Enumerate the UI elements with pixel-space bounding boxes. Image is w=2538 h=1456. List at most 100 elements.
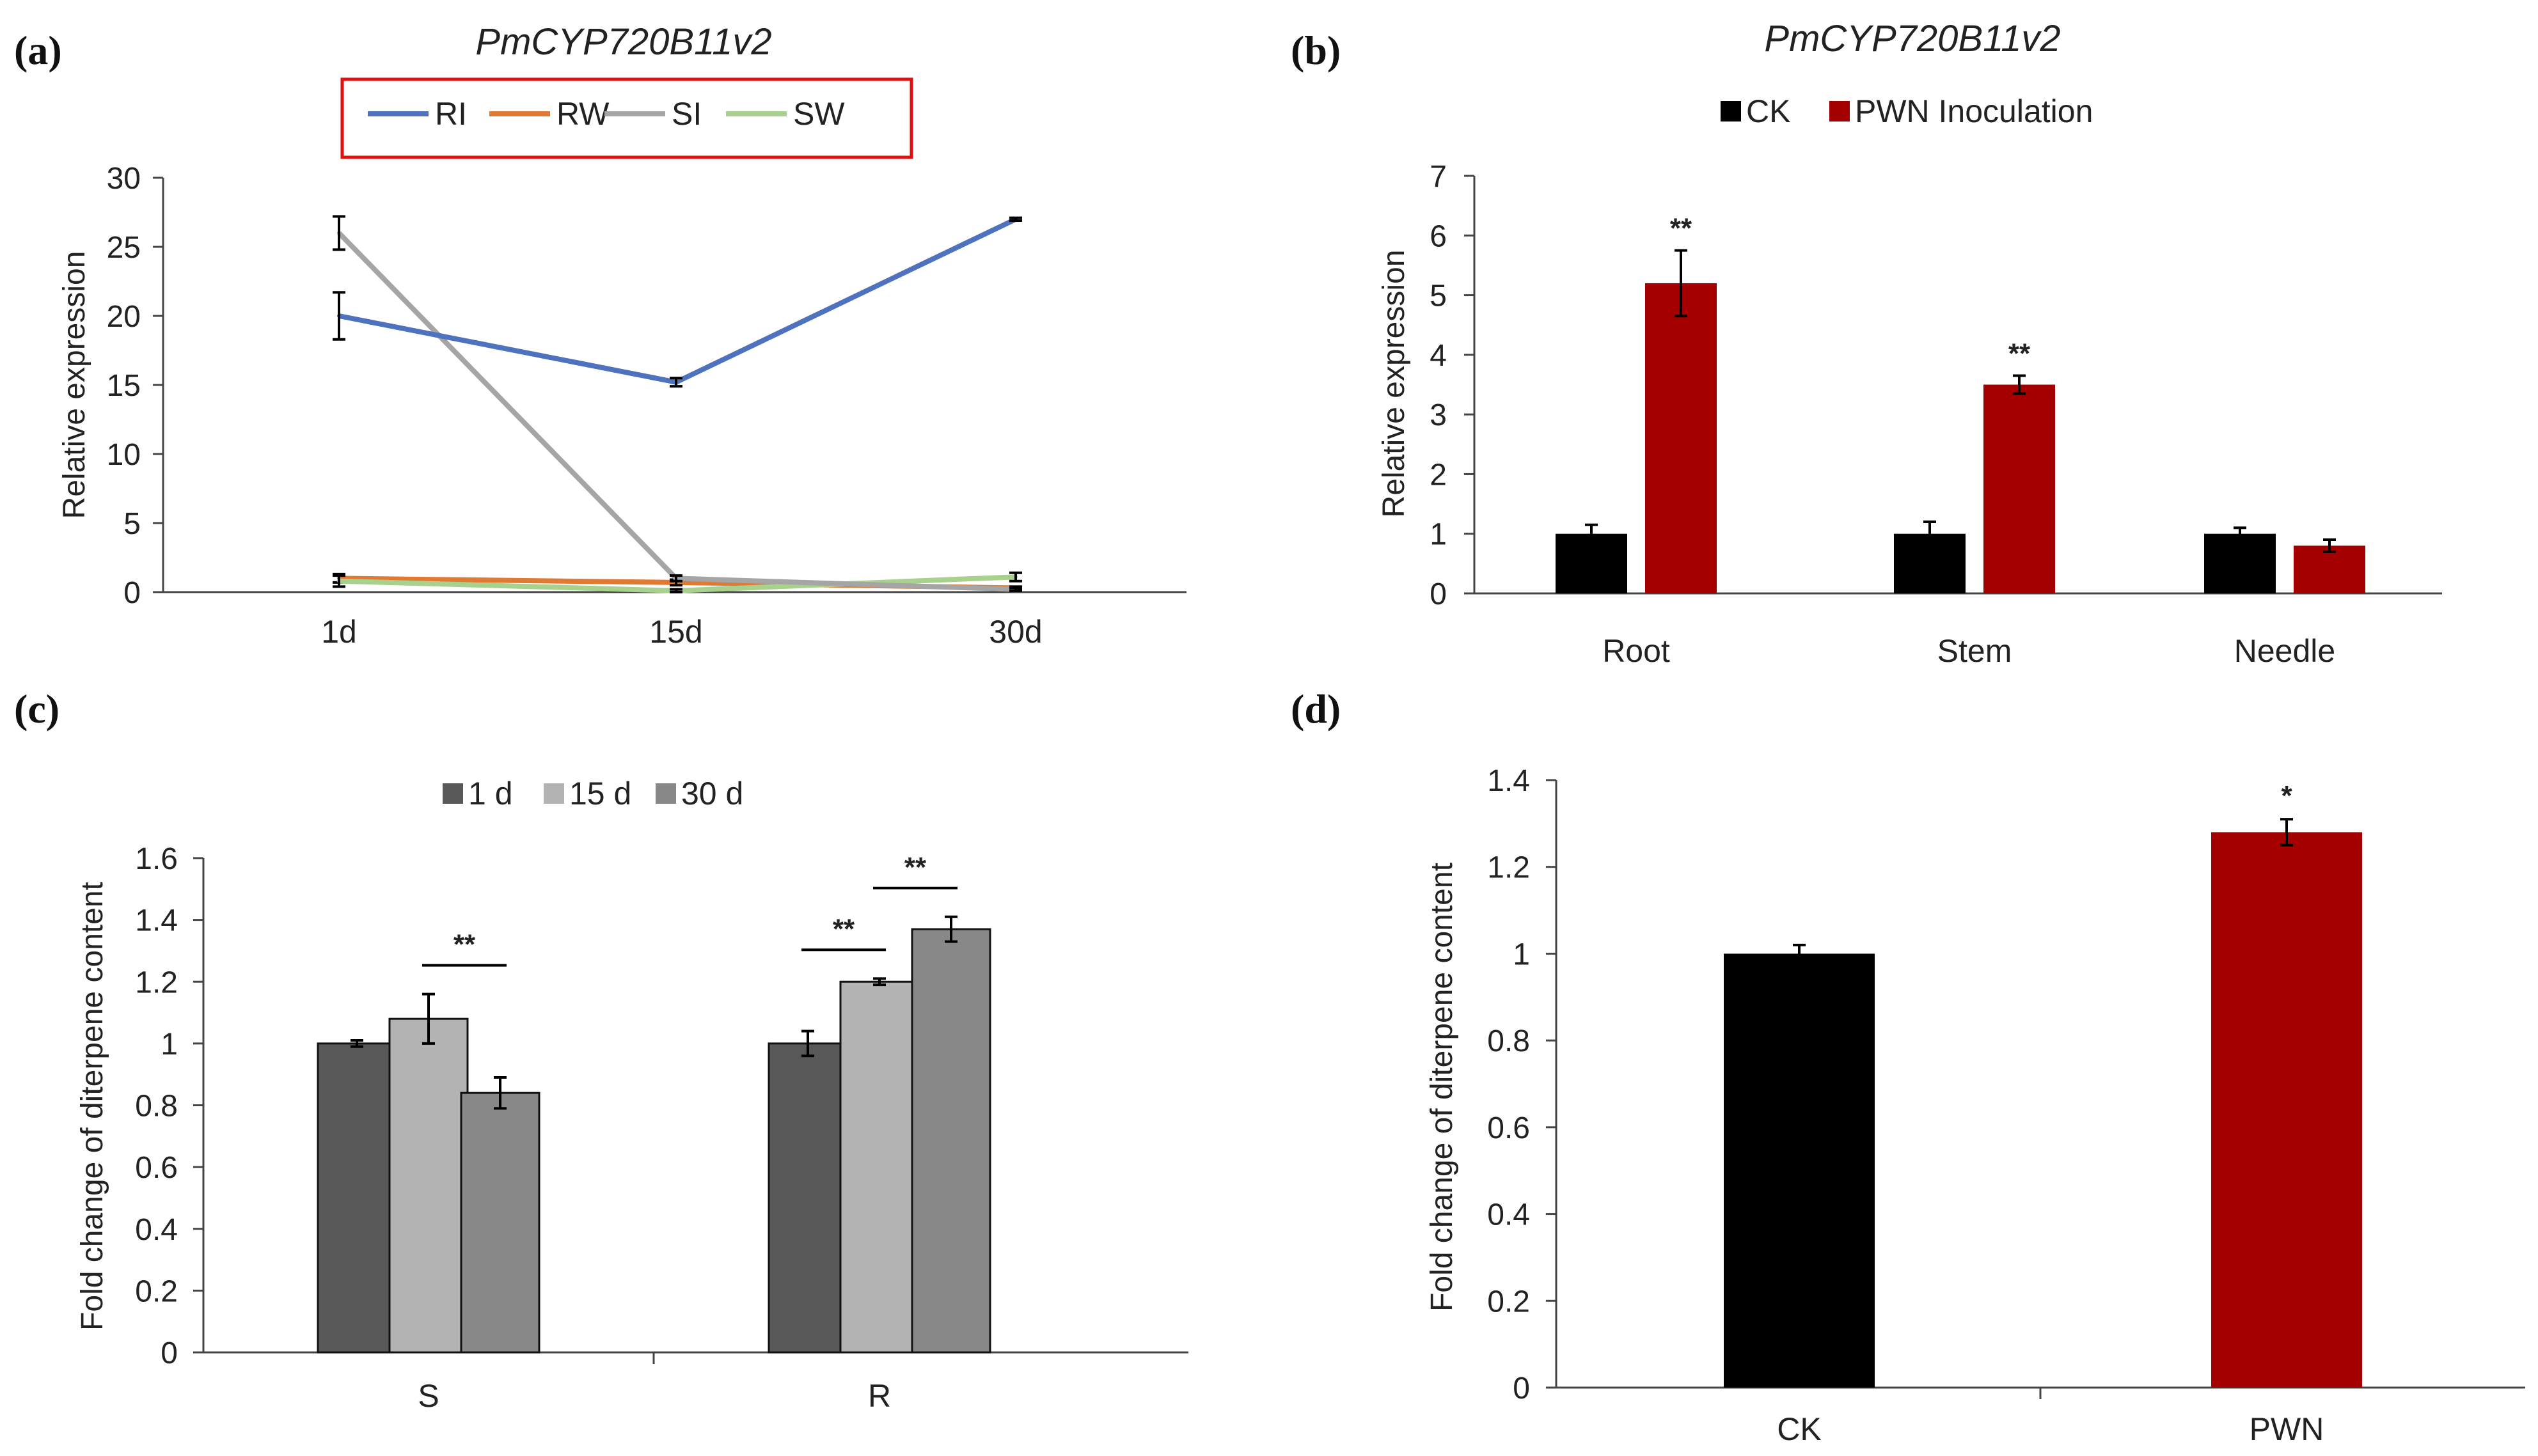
chart-title: PmCYP720B11v2 (1764, 18, 2060, 59)
significance-bracket: ** (801, 913, 886, 951)
y-tick-label: 0.6 (135, 1151, 178, 1185)
legend: 1 d 15 d 30 d (443, 776, 743, 811)
y-axis-title: Fold change of diterpene content (75, 882, 109, 1331)
y-tick-label: 20 (107, 300, 141, 334)
bar (2204, 533, 2276, 593)
legend-item: PWN Inoculation (1829, 93, 2093, 129)
panel-label-d: (d) (1291, 686, 1341, 732)
legend: RI RW SI SW (340, 77, 913, 159)
y-tick-label: 4 (1430, 339, 1447, 373)
significance-marks: ** ** ** (422, 852, 958, 967)
y-tick-label: 0.8 (135, 1090, 178, 1123)
error-bar (801, 1029, 814, 1058)
y-tick-label: 15 (107, 369, 141, 403)
x-tick-label: R (868, 1378, 891, 1414)
y-tick-label: 1.2 (135, 966, 178, 999)
error-bar (2280, 818, 2293, 847)
error-bar (1585, 523, 1598, 544)
error-bar (1793, 943, 1806, 964)
series-ck (1556, 521, 2276, 593)
series-1d (317, 1029, 848, 1354)
significance-bracket: ** (873, 852, 958, 889)
legend-label: RI (435, 96, 467, 132)
error-bar (2013, 374, 2026, 395)
error-bar (670, 377, 682, 388)
y-tick-label: 1.2 (1487, 851, 1530, 885)
x-tick-label: Needle (2234, 633, 2335, 669)
bar (2211, 832, 2362, 1388)
series-bars (1724, 818, 2362, 1388)
bar (1724, 953, 1875, 1388)
error-bar (1923, 521, 1936, 547)
error-bar (2323, 538, 2336, 553)
legend-swatch (443, 783, 463, 804)
panel-label-c: (c) (14, 686, 59, 732)
bar (911, 928, 991, 1354)
error-bar (670, 574, 682, 583)
y-tick-label: 0.4 (135, 1213, 178, 1247)
y-tick-label: 7 (1430, 160, 1447, 194)
error-bar (333, 291, 345, 341)
bar (1645, 283, 1717, 593)
y-tick-label: 6 (1430, 219, 1447, 253)
legend-swatch (544, 783, 564, 804)
error-bar (2234, 526, 2246, 542)
y-axis-title: Relative expression (1377, 250, 1411, 518)
y-tick-label: 10 (107, 438, 141, 472)
chart-c-diterpene-bar-chart: 1 d 15 d 30 d 0 0.2 0.4 0.6 0.8 1 1.2 1.4 1.6 Fold c… (75, 776, 1188, 1414)
legend-label: 30 d (681, 776, 743, 811)
y-tick-label: 5 (1430, 279, 1447, 313)
y-tick-label: 0 (123, 576, 141, 610)
series-pwn-inoculation (1645, 249, 2365, 593)
y-tick-label: 0.8 (1487, 1024, 1530, 1058)
bar (768, 1042, 848, 1354)
x-tick-label: 15d (649, 614, 702, 650)
legend-item: RW (489, 96, 610, 132)
x-tick-label: CK (1777, 1411, 1821, 1447)
x-tick-label: 30d (989, 614, 1042, 650)
y-tick-label: 1 (161, 1028, 178, 1061)
error-bar (1675, 249, 1687, 318)
error-bar (945, 915, 958, 943)
significance-marks: * (2281, 780, 2292, 811)
y-tick-label: 1.4 (1487, 764, 1530, 798)
y-tick-label: 0.2 (1487, 1285, 1530, 1319)
legend-label: SI (672, 96, 702, 132)
y-tick-label: 1 (1430, 518, 1447, 552)
legend-item: CK (1721, 93, 1790, 129)
chart-b-expression-bar-chart: PmCYP720B11v2 CK PWN Inoculation 0 1 2 3 4 5 6 7 Re… (1377, 18, 2442, 669)
panel-label-a: (a) (14, 27, 62, 73)
legend-item: 15 d (544, 776, 631, 811)
bar (460, 1092, 540, 1354)
y-tick-label: 2 (1430, 458, 1447, 492)
error-bar (1009, 216, 1022, 222)
series-line (338, 217, 1017, 385)
series-SI (333, 215, 1022, 592)
legend-label: 1 d (468, 776, 513, 811)
error-bar (1009, 571, 1022, 583)
y-axis-title: Relative expression (58, 251, 91, 519)
series-RI (333, 216, 1022, 388)
bar (1983, 384, 2055, 593)
error-bar (351, 1039, 363, 1048)
legend-item: RI (368, 96, 467, 132)
y-tick-label: 0 (161, 1336, 178, 1370)
significance-bracket: ** (422, 929, 507, 967)
legend-label: PWN Inoculation (1855, 93, 2093, 129)
y-tick-label: 25 (107, 231, 141, 265)
legend-swatch (1829, 101, 1850, 121)
x-tick-label: PWN (2250, 1411, 2324, 1447)
error-bar (422, 992, 435, 1045)
significance-marks: ** ** (1670, 213, 2031, 370)
y-tick-label: 30 (107, 162, 141, 196)
significance-marker: ** (1670, 213, 1692, 244)
y-tick-label: 1.6 (135, 842, 178, 876)
panel-label-b: (b) (1291, 27, 1341, 73)
legend-frame (340, 77, 913, 159)
y-tick-label: 0 (1430, 577, 1447, 611)
bar (839, 980, 920, 1354)
x-tick-label: Root (1602, 633, 1670, 669)
legend-swatch (1721, 101, 1741, 121)
legend-label: 15 d (569, 776, 631, 811)
